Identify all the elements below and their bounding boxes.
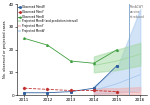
Line: Observed MenY: Observed MenY xyxy=(23,87,118,93)
Observed MenB xyxy=(46,45,48,46)
Observed MenY xyxy=(23,88,25,89)
Observed MenW xyxy=(116,65,118,66)
Observed MenW xyxy=(70,91,72,92)
Observed MenW xyxy=(93,88,95,89)
Observed MenY xyxy=(116,91,118,92)
Observed MenW xyxy=(46,92,48,93)
Y-axis label: No. observed or projected cases: No. observed or projected cases xyxy=(3,21,7,78)
Observed MenY xyxy=(93,90,95,91)
Line: Observed MenB: Observed MenB xyxy=(23,37,118,64)
Line: Observed MenW: Observed MenW xyxy=(23,65,118,94)
Observed MenY xyxy=(70,90,72,91)
Observed MenB xyxy=(23,38,25,39)
Observed MenB xyxy=(93,63,95,64)
Observed MenB xyxy=(116,49,118,50)
Observed MenB xyxy=(70,60,72,62)
Observed MenW xyxy=(23,92,25,93)
Observed MenY xyxy=(46,89,48,90)
Text: MenACWY
vaccine
introduced: MenACWY vaccine introduced xyxy=(130,5,145,19)
Legend: Observed MenW, Observed MenY, Observed MenB, Projected MenB (and prediction inte: Observed MenW, Observed MenY, Observed M… xyxy=(18,5,79,33)
